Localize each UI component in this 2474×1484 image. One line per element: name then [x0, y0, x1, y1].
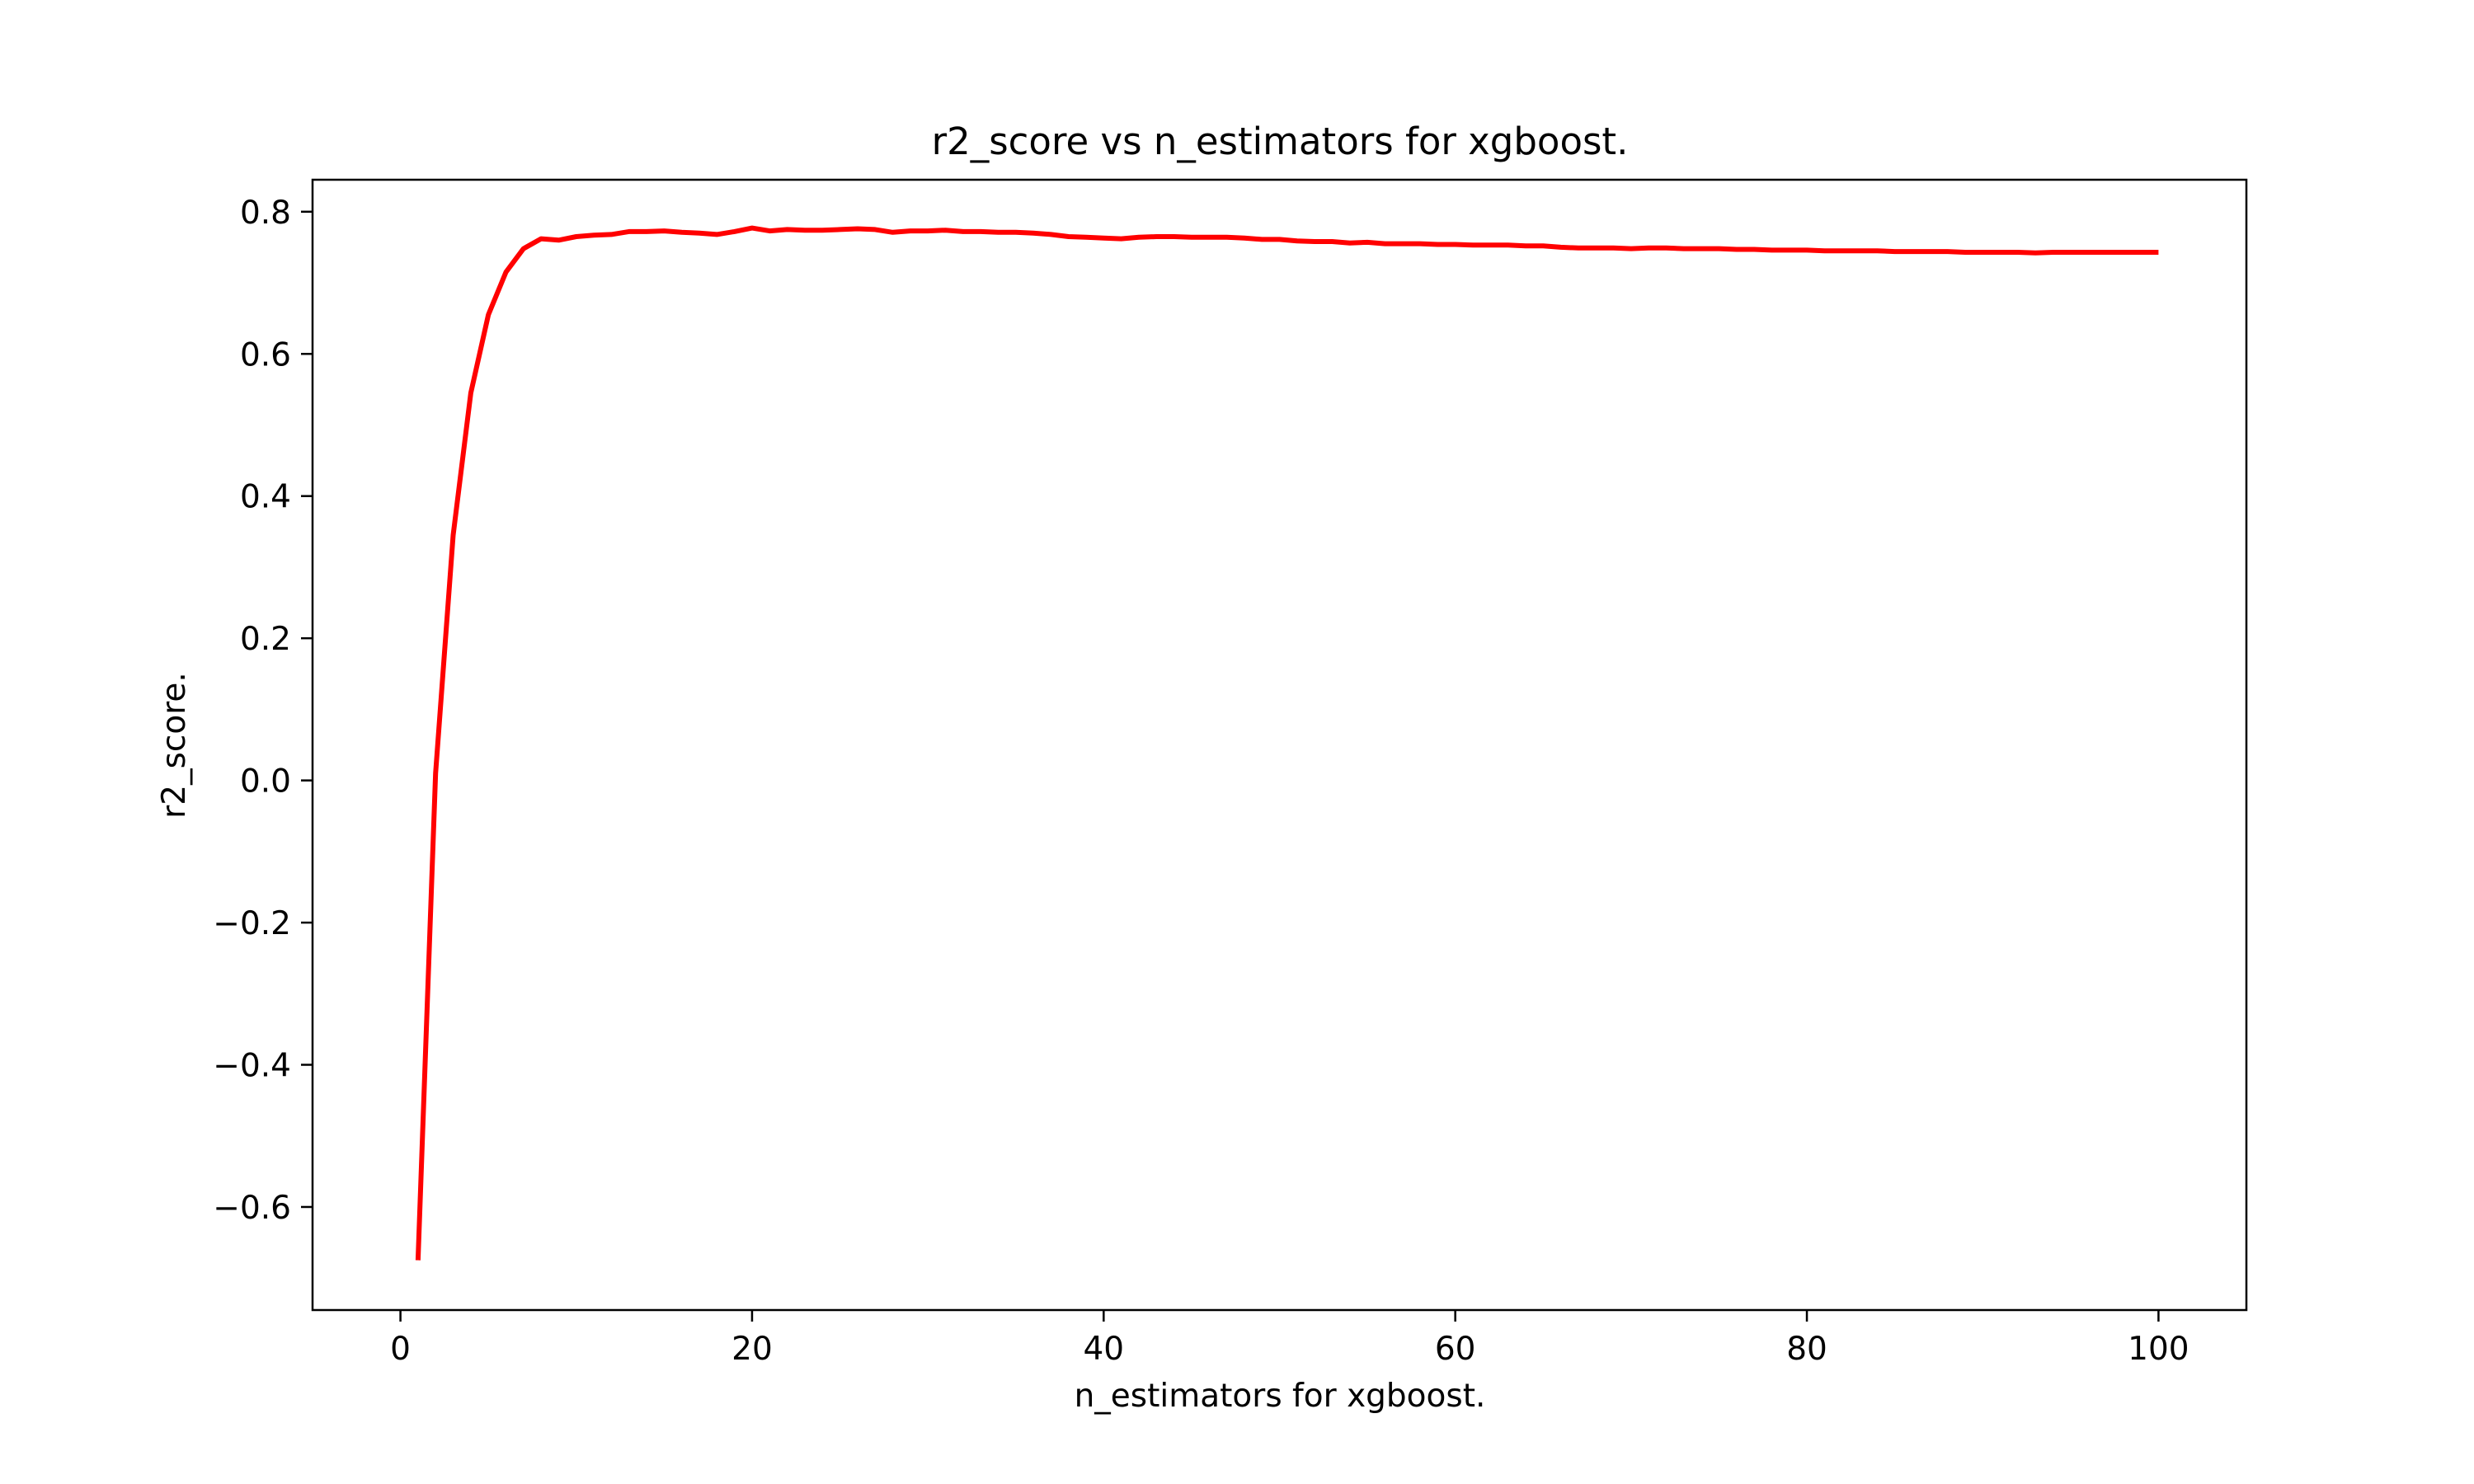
- y-tick-label: 0.4: [240, 479, 291, 516]
- x-tick-label: 0: [390, 1331, 411, 1368]
- x-tick-label: 100: [2128, 1331, 2189, 1368]
- y-tick-label: −0.2: [213, 905, 291, 942]
- x-tick-label: 60: [1435, 1331, 1476, 1368]
- series-layer: [415, 225, 2159, 1261]
- y-tick-label: −0.6: [213, 1190, 291, 1227]
- y-tick-label: 0.6: [240, 336, 291, 373]
- y-axis-ticks: −0.6 −0.4 −0.2 0.0 0.2 0.4 0.6 0.8: [213, 195, 313, 1227]
- chart-title: r2_score vs n_estimators for xgboost.: [932, 120, 1629, 163]
- x-tick-label: 40: [1083, 1331, 1124, 1368]
- series-line: [415, 225, 2159, 1261]
- y-axis-label: r2_score.: [156, 672, 193, 819]
- y-tick-label: 0.2: [240, 621, 291, 658]
- y-tick-label: 0.8: [240, 195, 291, 232]
- x-axis-label: n_estimators for xgboost.: [1075, 1378, 1486, 1415]
- x-axis-ticks: 0 20 40 60 80 100: [390, 1310, 2189, 1368]
- plot-area-frame: [311, 178, 2248, 1312]
- x-tick-label: 80: [1786, 1331, 1827, 1368]
- y-tick-label: −0.4: [213, 1048, 291, 1085]
- y-tick-label: 0.0: [240, 763, 291, 801]
- x-tick-label: 20: [731, 1331, 773, 1368]
